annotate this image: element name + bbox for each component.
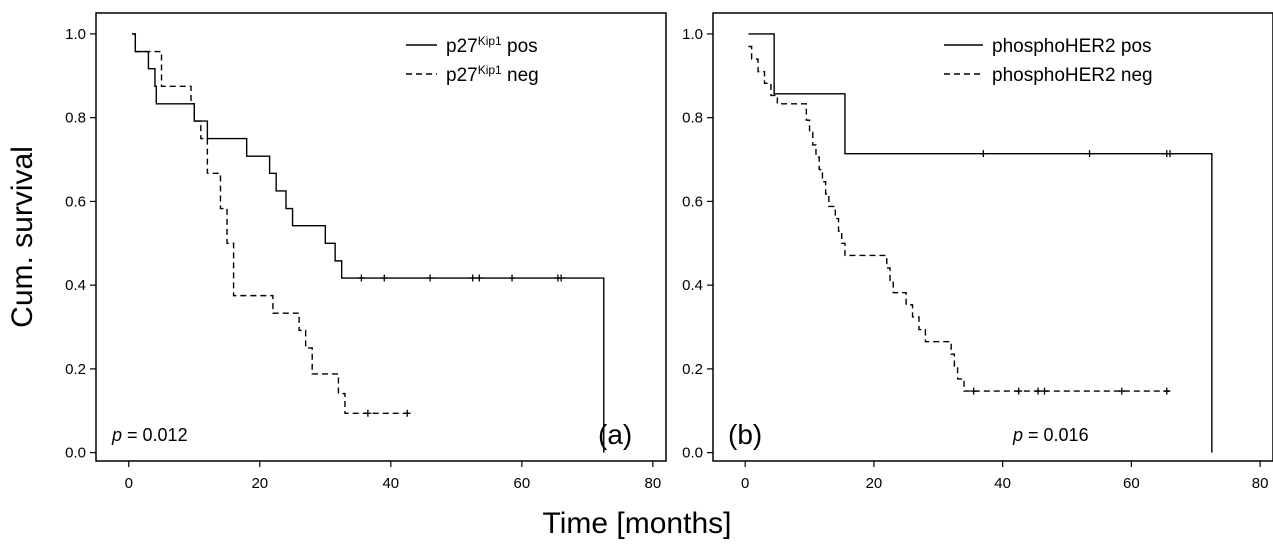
panel-b-censor-mark	[1086, 150, 1094, 158]
panel-a-censor-mark	[364, 409, 372, 417]
panel-b-censor-mark	[1166, 150, 1174, 158]
panel-b-legend-neg: phosphoHER2 neg	[992, 65, 1153, 86]
panel-a-series-pos-curve	[132, 33, 605, 453]
panel-b-legend-pos-base: phosphoHER2	[992, 36, 1116, 57]
panel-a-marks: 0.0 0.2 0.4 0.6 0.8 1.0 0 20 40 60 80	[65, 26, 661, 492]
panel-a-series-neg-curve	[132, 33, 411, 414]
panel-b-legend-neg-suffix: neg	[1116, 65, 1153, 86]
panel-b-x-tick-label: 60	[1123, 475, 1140, 492]
panel-b-x-tick-label: 80	[1252, 475, 1269, 492]
panel-a-censor-mark	[357, 274, 365, 282]
panel-a-x-tick-label: 0	[125, 475, 133, 492]
panel-a-legend-pos-sup: Kip1	[478, 34, 502, 48]
panel-a-censor-mark	[469, 274, 477, 282]
panel-b-censor-mark	[1163, 387, 1171, 395]
panel-b: 0.0 0.2 0.4 0.6 0.8 1.0 0 20 40 60 80 (b) p = 0.01…	[682, 12, 1273, 492]
panel-a-y-tick-label: 0.6	[65, 193, 86, 210]
panel-b-y-tick-label: 0.0	[682, 445, 703, 462]
panel-b-legend-pos: phosphoHER2 pos	[992, 36, 1152, 57]
panel-b-y-tick-label: 1.0	[682, 26, 703, 43]
panel-a: 0.0 0.2 0.4 0.6 0.8 1.0 0 20 40 60 80 (a) p = 0.01…	[65, 12, 667, 492]
panel-b-legend: phosphoHER2 pos phosphoHER2 neg	[944, 36, 1153, 86]
panel-a-y-tick-label: 0.0	[65, 445, 86, 462]
panel-b-p-text: = 0.016	[1023, 425, 1089, 445]
x-axis-title: Time [months]	[543, 507, 732, 540]
panel-a-censor-mark	[380, 274, 388, 282]
panel-b-censor-mark	[970, 387, 978, 395]
panel-a-censor-mark	[508, 274, 516, 282]
panel-a-censor-mark	[475, 274, 483, 282]
panel-b-y-tick-label: 0.2	[682, 361, 703, 378]
panel-b-censor-mark	[1015, 387, 1023, 395]
panel-b-y-tick-label: 0.4	[682, 277, 703, 294]
panel-b-legend-neg-base: phosphoHER2	[992, 65, 1116, 86]
panel-b-y-tick-label: 0.8	[682, 110, 703, 127]
panel-b-frame	[712, 12, 1273, 462]
panel-a-censor-mark	[403, 409, 411, 417]
panel-b-p-value: p = 0.016	[1012, 425, 1089, 445]
panel-a-p-text: = 0.012	[122, 425, 188, 445]
panel-b-censor-mark	[1034, 387, 1042, 395]
panel-a-legend-neg: p27Kip1 neg	[446, 63, 539, 86]
panel-b-series-neg-curve	[748, 45, 1171, 392]
panel-b-marks: 0.0 0.2 0.4 0.6 0.8 1.0 0 20 40 60 80	[682, 26, 1268, 492]
panel-a-legend-neg-suffix: neg	[502, 65, 539, 86]
panel-a-x-tick-label: 80	[645, 475, 662, 492]
panel-b-x-tick-label: 0	[741, 475, 749, 492]
panel-b-legend-pos-suffix: pos	[1116, 36, 1152, 57]
panel-a-x-tick-label: 40	[382, 475, 399, 492]
panel-b-x-tick-label: 40	[994, 475, 1011, 492]
panel-a-legend-neg-sup: Kip1	[478, 63, 502, 77]
panel-a-y-tick-label: 0.8	[65, 110, 86, 127]
panel-a-legend: p27Kip1 pos p27Kip1 neg	[406, 34, 539, 86]
panel-a-x-tick-label: 20	[251, 475, 268, 492]
panel-b-censor-mark	[1040, 387, 1048, 395]
panel-a-y-tick-label: 1.0	[65, 26, 86, 43]
panel-b-x-tick-label: 20	[866, 475, 883, 492]
panel-b-series-pos-curve	[748, 33, 1213, 453]
panel-a-p-symbol: p	[111, 425, 122, 445]
panel-a-legend-neg-base: p27	[446, 65, 478, 86]
panel-a-x-tick-label: 60	[514, 475, 531, 492]
panel-b-label: (b)	[728, 419, 762, 450]
panel-a-legend-pos-suffix: pos	[502, 36, 538, 57]
panel-a-label: (a)	[598, 419, 632, 450]
panel-a-p-value: p = 0.012	[111, 425, 188, 445]
panel-a-y-tick-label: 0.4	[65, 277, 86, 294]
panel-a-legend-pos: p27Kip1 pos	[446, 34, 538, 57]
panel-a-censor-mark	[426, 274, 434, 282]
panel-b-p-symbol: p	[1012, 425, 1023, 445]
panel-a-frame	[95, 12, 667, 462]
panel-a-censor-mark	[557, 274, 565, 282]
panel-b-y-tick-label: 0.6	[682, 193, 703, 210]
panel-a-legend-pos-base: p27	[446, 36, 478, 57]
panel-b-censor-mark	[979, 150, 987, 158]
panel-a-y-tick-label: 0.2	[65, 361, 86, 378]
y-axis-title: Cum. survival	[6, 146, 39, 328]
panel-b-censor-mark	[1118, 387, 1126, 395]
